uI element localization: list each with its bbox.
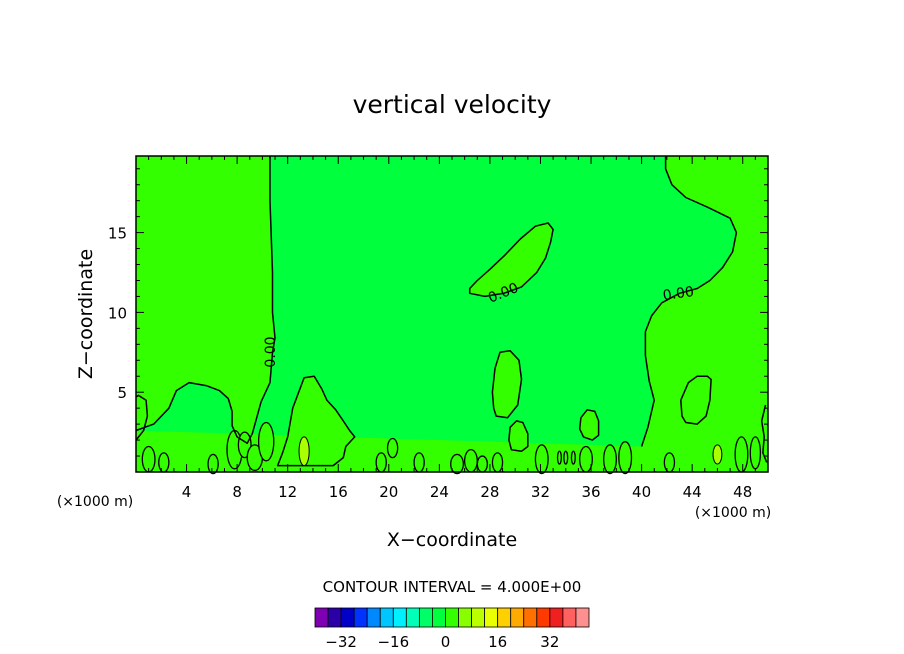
colorbar-tick-label: −32 bbox=[325, 633, 357, 651]
small-cells bbox=[141, 421, 762, 475]
colorbar-swatch bbox=[458, 607, 472, 628]
colorbar bbox=[314, 607, 590, 628]
high-cells bbox=[298, 436, 723, 467]
small-cell-22 bbox=[618, 441, 633, 475]
left-upper-line bbox=[135, 156, 276, 445]
colorbar-swatch bbox=[523, 607, 538, 628]
colorbar-swatch bbox=[575, 607, 590, 628]
colorbar-swatch bbox=[497, 607, 512, 628]
upper-blob-line bbox=[468, 222, 554, 298]
x-axis-label: X−coordinate bbox=[387, 529, 517, 551]
x-tick-label: 20 bbox=[379, 483, 398, 501]
small-cell-14 bbox=[476, 455, 489, 473]
colorbar-tick-label: 0 bbox=[441, 633, 451, 651]
contour-label-right: 0.00 bbox=[662, 284, 695, 304]
left-edge-lobe-line bbox=[135, 394, 149, 441]
x-tick-label: 48 bbox=[733, 483, 752, 501]
small-cell-24 bbox=[734, 436, 749, 473]
colorbar-swatch bbox=[445, 607, 459, 628]
right-blob-line bbox=[680, 375, 712, 425]
colorbar-swatch bbox=[562, 607, 577, 628]
small-cell-7 bbox=[257, 421, 275, 462]
x-unit-right: (×1000 m) bbox=[695, 505, 771, 521]
near-zero-region bbox=[136, 156, 737, 447]
small-cell-15 bbox=[491, 452, 504, 473]
colorbar-swatch bbox=[405, 607, 420, 628]
small-cell-23 bbox=[663, 452, 676, 473]
chart-title: vertical velocity bbox=[353, 90, 552, 119]
contour-interval-label: CONTOUR INTERVAL = 4.000E+00 bbox=[323, 578, 582, 596]
colorbar-swatch bbox=[418, 607, 433, 628]
colorbar-tick-label: 16 bbox=[488, 633, 507, 651]
blob-36-line bbox=[578, 409, 600, 441]
small-cell-2 bbox=[158, 452, 170, 473]
high-cell-1 bbox=[298, 436, 310, 467]
x-tick-label: 8 bbox=[232, 483, 242, 501]
colorbar-swatch bbox=[536, 607, 551, 628]
contour-labels: 0.00 0.00 0.00 bbox=[263, 280, 695, 368]
x-tick-label: 40 bbox=[632, 483, 651, 501]
upper-blob-fill bbox=[469, 223, 554, 297]
x-tick-label: 12 bbox=[278, 483, 297, 501]
small-cell-21 bbox=[603, 444, 617, 475]
contour-label-left: 0.00 bbox=[263, 336, 279, 367]
contour-field bbox=[135, 156, 768, 475]
x-unit-left: (×1000 m) bbox=[57, 494, 133, 510]
small-cell-16 bbox=[534, 444, 549, 475]
colorbar-swatch bbox=[366, 607, 381, 628]
colorbar-swatch bbox=[471, 607, 486, 628]
y-tick-label: 5 bbox=[117, 384, 127, 402]
blob-30-fill bbox=[508, 420, 528, 452]
small-cell-13 bbox=[463, 449, 478, 473]
colorbar-swatch bbox=[432, 607, 446, 628]
colorbar-swatch bbox=[327, 607, 342, 628]
colorbar-tick-label: −16 bbox=[377, 633, 409, 651]
x-tick-label: 24 bbox=[430, 483, 449, 501]
colorbar-swatch bbox=[549, 607, 564, 628]
right-blob-fill bbox=[680, 376, 712, 425]
mid-blob-fill bbox=[492, 350, 522, 418]
small-cell-18 bbox=[563, 450, 569, 465]
blob-30-line bbox=[508, 420, 529, 453]
small-cell-19 bbox=[570, 450, 576, 465]
small-cell-10 bbox=[375, 452, 387, 473]
x-tick-label: 16 bbox=[329, 483, 348, 501]
y-tick-label: 10 bbox=[108, 304, 127, 322]
colorbar-labels: −32 −16 0 16 32 bbox=[325, 633, 559, 651]
y-tick-label: 15 bbox=[108, 225, 127, 243]
high-cell-2 bbox=[712, 444, 723, 465]
small-cell-11 bbox=[413, 452, 425, 473]
small-cell-9 bbox=[386, 437, 399, 459]
blob-36-fill bbox=[579, 409, 599, 441]
colorbar-swatch bbox=[379, 607, 394, 628]
small-cell-3 bbox=[207, 453, 219, 475]
colorbar-tick-label: 32 bbox=[540, 633, 559, 651]
y-axis-label: Z−coordinate bbox=[75, 249, 97, 379]
x-tick-label: 44 bbox=[683, 483, 702, 501]
small-cell-20 bbox=[579, 445, 593, 473]
x-tick-label: 28 bbox=[480, 483, 499, 501]
small-cell-17 bbox=[556, 450, 562, 465]
x-tick-label: 32 bbox=[531, 483, 550, 501]
colorbar-swatch bbox=[484, 607, 499, 628]
colorbar-swatch bbox=[510, 607, 525, 628]
x-tick-label: 36 bbox=[581, 483, 600, 501]
small-cell-25 bbox=[749, 436, 762, 470]
colorbar-swatch bbox=[340, 607, 355, 628]
contour-lines bbox=[135, 156, 768, 467]
colorbar-swatch bbox=[353, 607, 368, 628]
colorbar-swatch bbox=[314, 607, 329, 628]
right-upper-line bbox=[640, 156, 738, 447]
small-cell-12 bbox=[450, 453, 465, 475]
mid-blob-line bbox=[491, 349, 523, 419]
colorbar-swatch bbox=[392, 607, 407, 628]
hill-13-line bbox=[276, 375, 356, 467]
x-tick-label: 4 bbox=[182, 483, 192, 501]
